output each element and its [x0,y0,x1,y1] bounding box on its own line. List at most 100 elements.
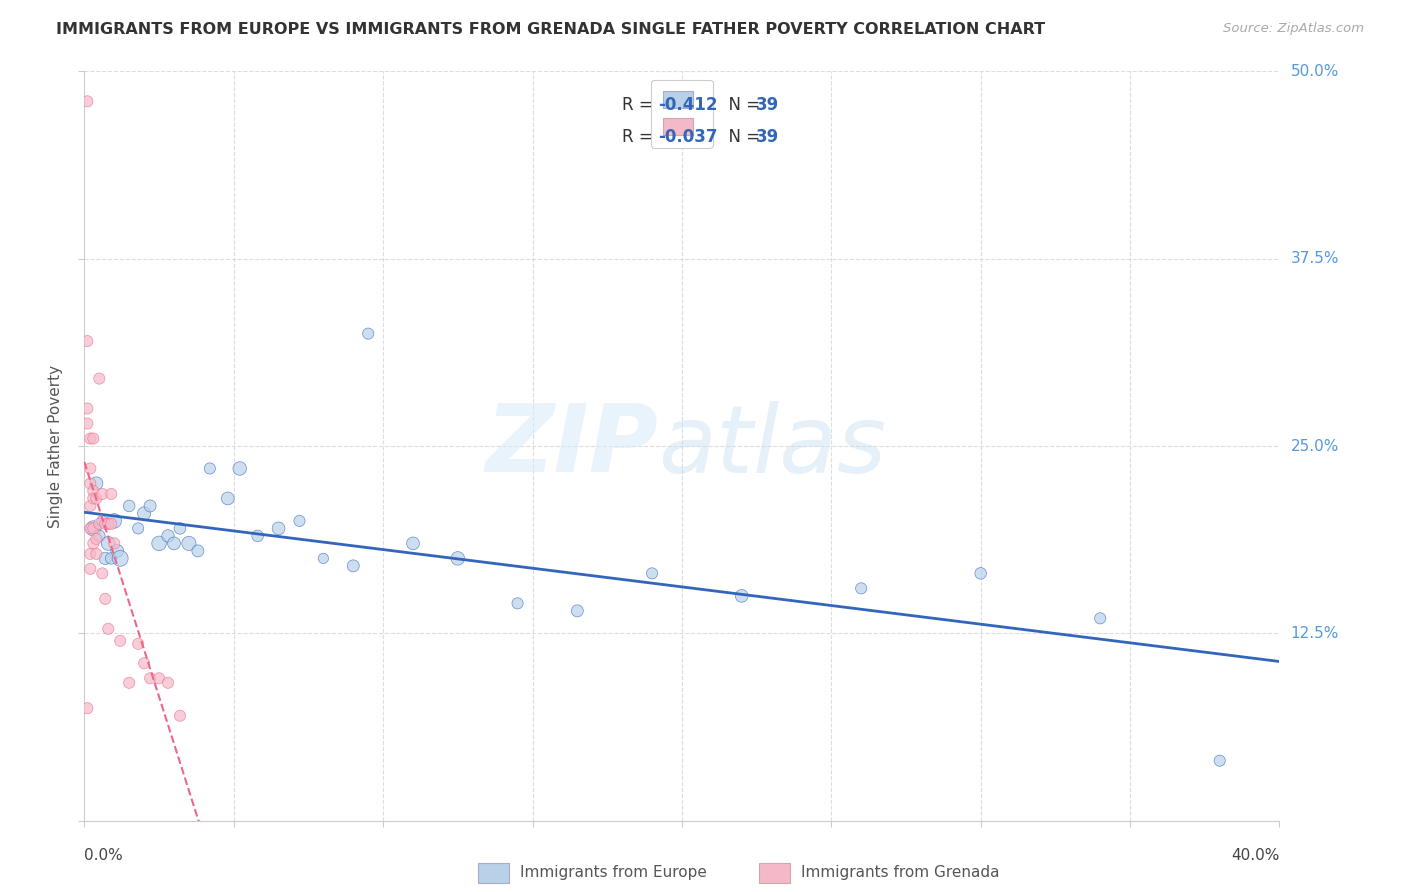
Point [139,671,162,685]
Point [86,476,108,491]
Text: 25.0%: 25.0% [1291,439,1339,453]
Text: IMMIGRANTS FROM EUROPE VS IMMIGRANTS FROM GRENADA SINGLE FATHER POVERTY CORRELAT: IMMIGRANTS FROM EUROPE VS IMMIGRANTS FRO… [56,22,1046,37]
Point [1090,611,1112,625]
Point [148,671,170,685]
Point [89,371,111,385]
Point [79,432,101,446]
Point [110,551,132,566]
Point [82,536,104,550]
Point [79,499,101,513]
Point [79,521,101,535]
Point [89,529,111,543]
Point [82,491,104,506]
Point [76,334,98,348]
Point [357,326,380,341]
Point [970,566,993,581]
Point [94,551,117,566]
Point [82,483,104,498]
Point [76,701,98,715]
Point [86,547,108,561]
Point [148,536,170,550]
Text: N =: N = [718,96,765,114]
Text: N =: N = [718,128,765,146]
Point [288,514,311,528]
Point [402,536,425,550]
Text: -0.037: -0.037 [658,128,717,146]
Point [79,547,101,561]
Y-axis label: Single Father Poverty: Single Father Poverty [48,365,63,527]
Point [97,622,120,636]
Point [82,521,104,535]
Text: ZIP: ZIP [485,400,658,492]
Point [163,536,186,550]
Text: 12.5%: 12.5% [1291,626,1339,640]
Text: -0.412: -0.412 [658,96,717,114]
Point [97,516,120,531]
Point [198,461,221,475]
Point [132,507,156,521]
Point [641,566,664,581]
Point [169,708,191,723]
Point [342,558,364,573]
Point [82,432,104,446]
Text: 40.0%: 40.0% [1232,848,1279,863]
Text: 37.5%: 37.5% [1291,252,1339,266]
Point [506,596,529,610]
Point [89,516,111,531]
Point [246,529,269,543]
Point [731,589,754,603]
Point [118,675,141,690]
Text: 50.0%: 50.0% [1291,64,1339,78]
Point [157,675,180,690]
Point [76,401,98,416]
Point [100,516,122,531]
Point [157,529,180,543]
Text: Immigrants from Europe: Immigrants from Europe [520,865,707,880]
Text: 39: 39 [756,128,779,146]
Point [169,521,191,535]
Point [228,461,252,475]
Point [103,536,125,550]
Point [312,551,335,566]
Point [100,551,122,566]
Point [82,521,104,535]
Point [177,536,200,550]
Point [91,566,114,581]
Text: 39: 39 [756,96,779,114]
Text: 0.0%: 0.0% [84,848,124,863]
Point [86,491,108,506]
Point [110,633,132,648]
Point [139,499,162,513]
Legend: , : , [651,79,713,148]
Point [94,591,117,606]
Point [91,514,114,528]
Point [447,551,470,566]
Point [100,487,122,501]
Text: Immigrants from Grenada: Immigrants from Grenada [801,865,1000,880]
Text: atlas: atlas [658,401,886,491]
Point [79,476,101,491]
Point [127,521,149,535]
Point [79,461,101,475]
Point [851,582,873,596]
Point [79,562,101,576]
Text: R =: R = [623,128,658,146]
Point [76,417,98,431]
Point [1209,754,1232,768]
Point [105,544,128,558]
Point [86,532,108,546]
Point [76,95,98,109]
Point [217,491,239,506]
Point [97,536,120,550]
Point [267,521,290,535]
Point [91,487,114,501]
Text: R =: R = [623,96,658,114]
Point [94,516,117,531]
Point [187,544,209,558]
Point [567,604,589,618]
Point [103,514,125,528]
Text: Source: ZipAtlas.com: Source: ZipAtlas.com [1223,22,1364,36]
Point [127,637,149,651]
Point [118,499,141,513]
Point [132,657,156,671]
